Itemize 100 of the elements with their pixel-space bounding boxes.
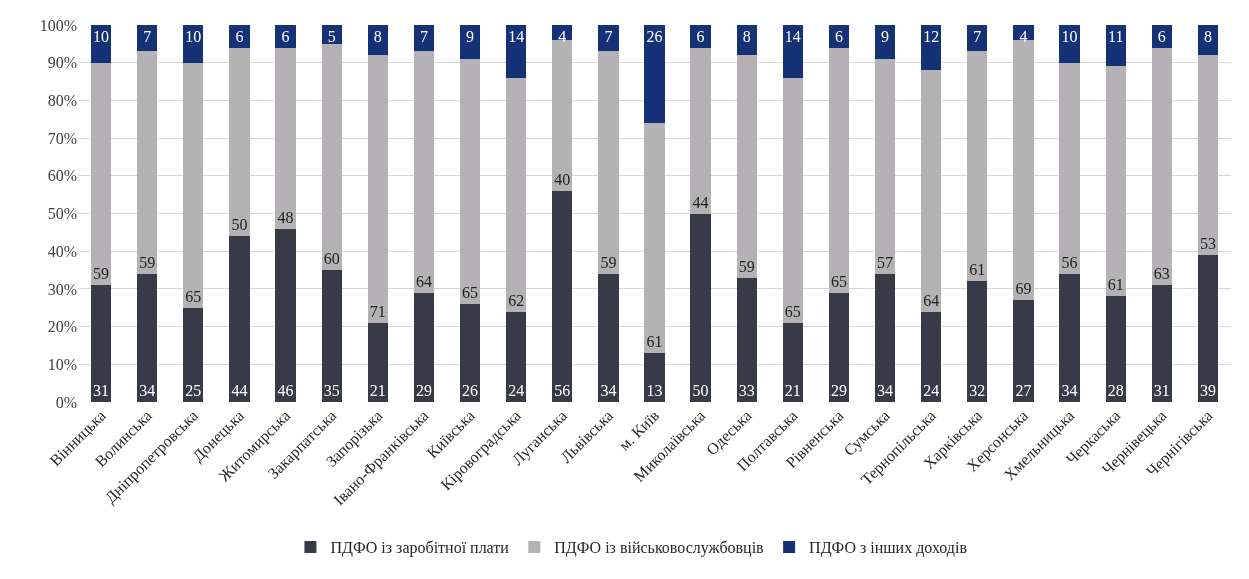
data-label: 39 — [1199, 382, 1216, 399]
data-label: 9 — [881, 28, 890, 45]
bar — [229, 25, 250, 48]
bar — [644, 123, 665, 353]
data-label: 34 — [139, 382, 156, 399]
bar — [459, 25, 481, 59]
bar — [967, 25, 988, 52]
bar — [690, 213, 711, 402]
data-label: 13 — [646, 382, 663, 399]
data-label: 65 — [462, 283, 479, 301]
y-tick-label: 100% — [39, 16, 77, 34]
bar — [505, 25, 527, 78]
y-tick-label: 70% — [47, 129, 77, 147]
bar — [367, 55, 388, 323]
y-tick-label: 80% — [47, 92, 77, 109]
bar — [598, 51, 619, 274]
data-label: 7 — [143, 28, 152, 45]
data-label: 24 — [923, 382, 940, 399]
y-tick-label: 0% — [55, 393, 77, 411]
data-label: 7 — [604, 28, 613, 45]
data-label: 40 — [554, 170, 571, 188]
bar — [413, 292, 435, 402]
data-label: 62 — [508, 291, 525, 309]
bar — [183, 62, 204, 308]
data-label: 50 — [231, 216, 248, 234]
y-tick-label: 20% — [47, 318, 77, 336]
bar — [782, 25, 804, 78]
bar — [1059, 25, 1080, 63]
data-label: 65 — [830, 272, 847, 290]
bar — [275, 47, 296, 229]
data-label: 53 — [1199, 234, 1216, 252]
data-label: 5 — [327, 28, 336, 45]
data-label: 8 — [1203, 28, 1212, 45]
data-label: 9 — [466, 28, 475, 45]
y-tick-label: 30% — [47, 280, 77, 298]
data-label: 56 — [554, 382, 571, 399]
bar — [1059, 62, 1080, 274]
data-label: 14 — [784, 28, 801, 45]
data-label: 6 — [834, 28, 843, 45]
data-label: 64 — [923, 291, 940, 309]
bar — [183, 307, 204, 402]
y-tick-label: 50% — [47, 205, 77, 223]
bar — [828, 47, 850, 293]
bar — [413, 25, 435, 52]
data-label: 31 — [1153, 382, 1170, 399]
bar — [1197, 55, 1219, 255]
bar — [967, 281, 988, 402]
bar — [782, 322, 804, 402]
bar — [598, 273, 619, 402]
legend-label: ПДФО із військовослужбовців — [554, 539, 765, 558]
bar — [690, 25, 711, 48]
bar — [229, 236, 250, 402]
bar — [598, 25, 619, 52]
data-label: 33 — [738, 382, 755, 399]
data-label: 21 — [784, 382, 801, 399]
data-label: 26 — [646, 28, 663, 45]
data-label: 63 — [1153, 265, 1170, 283]
data-label: 44 — [231, 382, 248, 399]
bar — [1013, 40, 1034, 301]
data-label: 14 — [508, 28, 525, 45]
bar — [321, 270, 342, 402]
bar — [459, 58, 481, 304]
bar — [644, 352, 665, 402]
data-label: 48 — [277, 208, 294, 226]
bar — [1105, 296, 1126, 402]
data-label: 44 — [692, 193, 709, 211]
data-label: 60 — [323, 250, 340, 268]
data-label: 57 — [877, 253, 894, 271]
bar — [275, 25, 296, 48]
bar — [1059, 273, 1080, 402]
data-label: 10 — [1061, 28, 1078, 45]
data-label: 59 — [139, 253, 156, 271]
bar — [1197, 254, 1219, 402]
data-label: 59 — [738, 257, 755, 275]
data-label: 65 — [784, 302, 801, 320]
data-label: 56 — [1061, 253, 1078, 271]
data-label: 8 — [373, 28, 382, 45]
data-label: 32 — [969, 382, 986, 399]
data-label: 59 — [600, 253, 617, 271]
data-label: 61 — [969, 261, 986, 279]
bar — [828, 292, 850, 402]
data-label: 71 — [369, 302, 386, 320]
bar — [921, 70, 942, 312]
data-label: 34 — [600, 382, 617, 399]
data-label: 64 — [415, 272, 432, 290]
data-label: 31 — [93, 382, 110, 399]
bar — [736, 55, 757, 278]
bar — [137, 51, 158, 274]
bar — [505, 311, 527, 402]
data-label: 65 — [185, 287, 202, 305]
bar — [874, 273, 896, 402]
bar — [367, 322, 388, 402]
data-label: 50 — [692, 382, 709, 399]
data-label: 27 — [1015, 382, 1032, 399]
bar — [690, 47, 711, 214]
bar — [1105, 25, 1126, 67]
bar — [505, 77, 527, 312]
data-label: 59 — [93, 265, 110, 283]
bar — [137, 25, 158, 52]
bar — [644, 25, 665, 124]
